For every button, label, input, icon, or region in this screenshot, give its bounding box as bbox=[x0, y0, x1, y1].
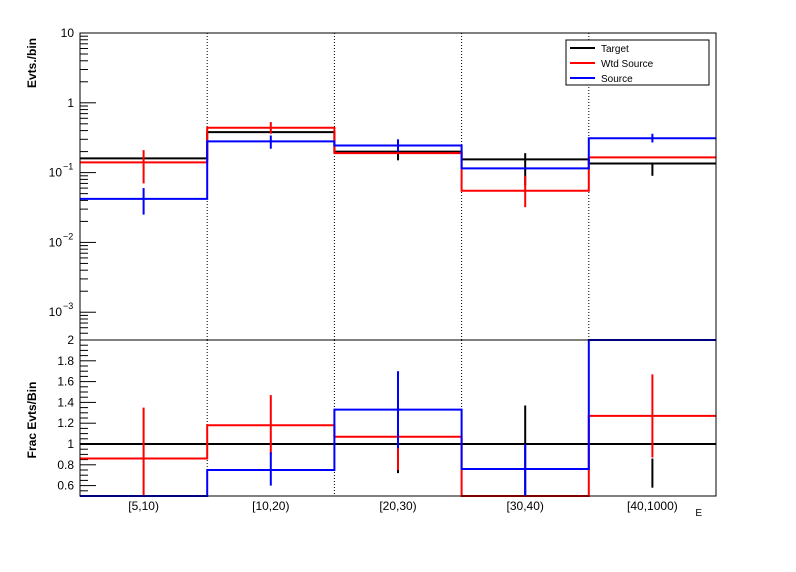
top-y-tick-label: 10 bbox=[49, 305, 63, 319]
top-y-tick-label: 10 bbox=[49, 235, 63, 249]
x-tick-label: [5,10) bbox=[128, 499, 159, 513]
bottom-y-tick-label: 1.8 bbox=[57, 354, 74, 368]
top-y-tick-exponent: −1 bbox=[63, 162, 73, 172]
legend-label: Wtd Source bbox=[601, 59, 654, 70]
bottom-y-tick-label: 1.6 bbox=[57, 375, 74, 389]
x-axis-label: E bbox=[695, 508, 702, 519]
bottom-y-axis-label: Frac Evts/Bin bbox=[25, 382, 39, 459]
top-y-tick-label: 1 bbox=[67, 96, 74, 110]
bottom-y-tick-label: 0.8 bbox=[57, 458, 74, 472]
bottom-panel: 0.6 0.8 1 1.2 1.4 1.6 1.8 2 Frac Evts/Bin [5,10… bbox=[25, 333, 717, 519]
x-tick-label: [20,30) bbox=[379, 499, 416, 513]
bottom-series-source bbox=[80, 339, 716, 497]
legend-label: Source bbox=[601, 74, 633, 85]
x-tick-label: [40,1000) bbox=[627, 499, 678, 513]
top-series-source bbox=[80, 133, 716, 215]
top-y-tick-exponent: −2 bbox=[63, 231, 73, 241]
legend: Target Wtd Source Source bbox=[565, 39, 710, 86]
bottom-y-tick-label: 1 bbox=[67, 437, 74, 451]
x-tick-label: [10,20) bbox=[252, 499, 289, 513]
x-tick-label: [30,40) bbox=[507, 499, 544, 513]
top-series bbox=[80, 122, 716, 215]
top-y-axis-label: Evts./bin bbox=[25, 38, 39, 88]
x-tick-labels: [5,10) [10,20) [20,30) [30,40) [40,1000) bbox=[128, 499, 678, 513]
bottom-y-tick-label: 2 bbox=[67, 333, 74, 347]
bottom-y-ticks: 0.6 0.8 1 1.2 1.4 1.6 1.8 2 bbox=[57, 333, 96, 497]
top-y-tick-exponent: −3 bbox=[63, 301, 73, 311]
bottom-series bbox=[80, 339, 716, 497]
top-y-tick-label: 10 bbox=[49, 166, 63, 180]
bottom-plot-frame bbox=[79, 339, 717, 497]
top-y-tick-label: 10 bbox=[61, 26, 75, 40]
bottom-y-tick-label: 1.4 bbox=[57, 395, 74, 409]
legend-label: Target bbox=[601, 44, 629, 55]
bottom-y-tick-label: 1.2 bbox=[57, 416, 74, 430]
bottom-y-tick-label: 0.6 bbox=[57, 479, 74, 493]
